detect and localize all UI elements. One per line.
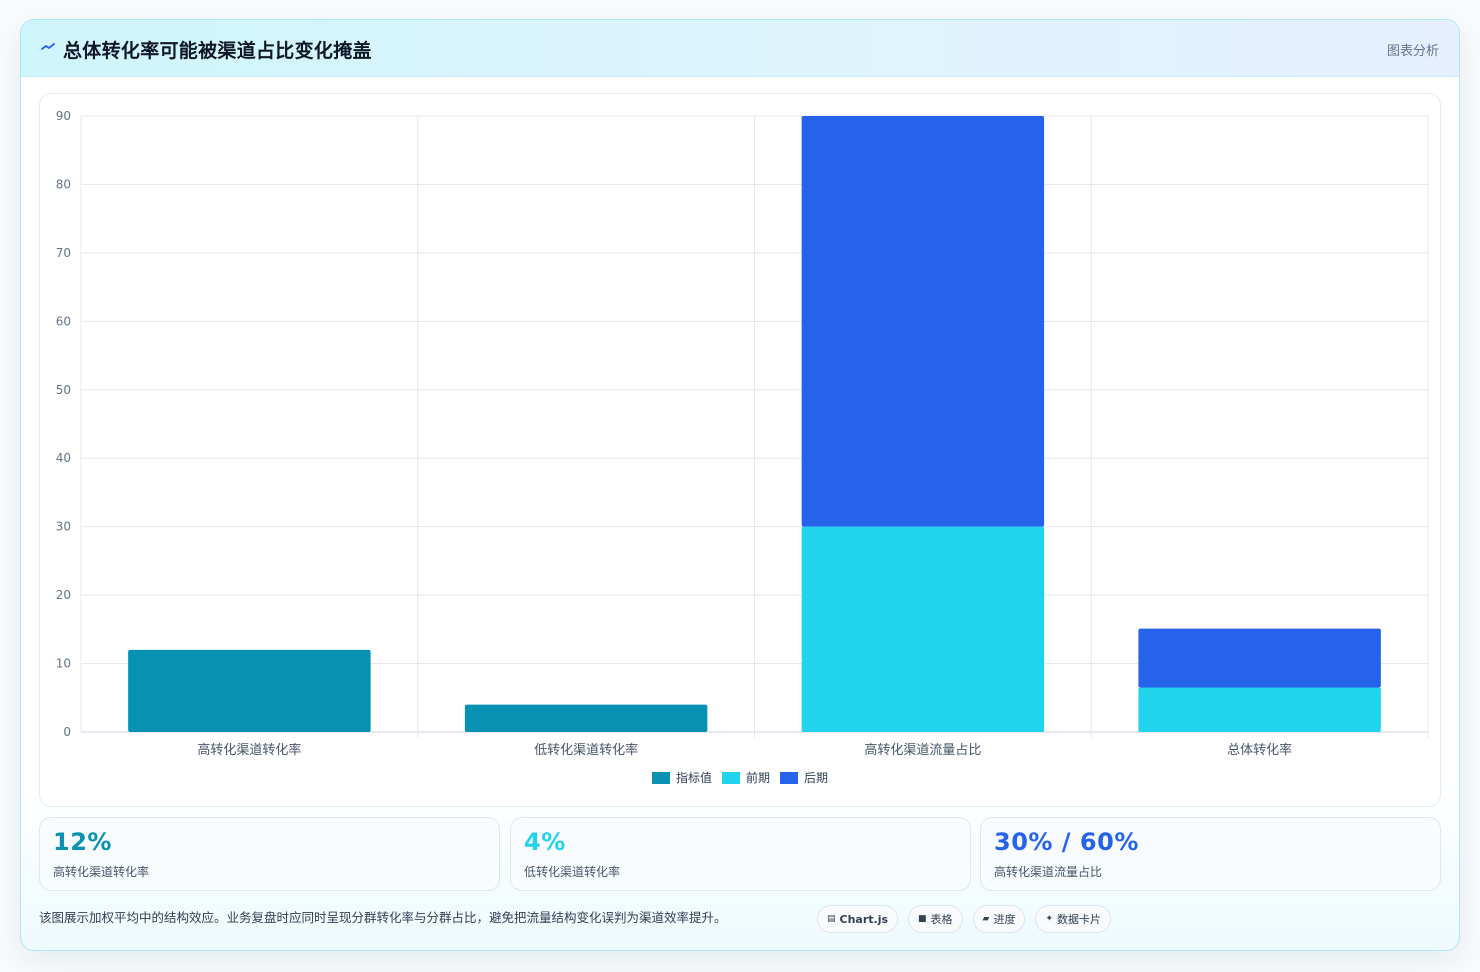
chip-group: ▤ Chart.js ■ 表格 ▰ 进度 ✦ 数据卡片	[817, 905, 1112, 933]
chip-label: 数据卡片	[1057, 913, 1102, 926]
stat-card-high-rate: 12% 高转化渠道转化率	[39, 817, 500, 891]
legend-item-indicator[interactable]: 指标值	[651, 769, 712, 786]
y-tick-label: 10	[56, 657, 71, 671]
stat-label: 高转化渠道转化率	[53, 865, 150, 879]
stat-value: 4%	[524, 828, 566, 856]
chart-legend: 指标值 前期 后期	[40, 769, 1440, 786]
chip-label: Chart.js	[839, 912, 889, 926]
legend-label: 指标值	[675, 771, 712, 785]
x-tick-label: 高转化渠道流量占比	[864, 742, 981, 758]
chip-label: 表格	[930, 913, 953, 926]
stat-value: 12%	[53, 828, 112, 856]
bar-segment	[1138, 628, 1381, 688]
chip-table[interactable]: ■ 表格	[908, 905, 963, 933]
chip-label: 进度	[993, 913, 1016, 926]
y-tick-label: 60	[56, 314, 71, 328]
legend-item-after[interactable]: 后期	[780, 769, 828, 786]
y-tick-label: 20	[56, 588, 71, 602]
legend-label: 前期	[745, 771, 770, 785]
x-tick-label: 低转化渠道转化率	[534, 742, 638, 758]
y-tick-label: 0	[63, 725, 71, 739]
y-tick-label: 40	[56, 451, 71, 465]
progress-icon: ▰	[982, 914, 990, 924]
chart-icon: ▤	[827, 914, 836, 924]
footnote: 该图展示加权平均中的结构效应。业务复盘时应同时呈现分群转化率与分群占比，避免把流…	[39, 910, 727, 925]
chip-progress[interactable]: ▰ 进度	[972, 905, 1026, 933]
chip-data-card[interactable]: ✦ 数据卡片	[1035, 905, 1112, 933]
y-tick-label: 80	[56, 177, 71, 191]
bar-chart: 0 10 20 30 40 50 60 70 80 90 高转化渠道转化率 低转化渠道转化率 高转化渠道…	[56, 109, 1429, 758]
y-tick-label: 90	[56, 109, 71, 123]
chip-chartjs[interactable]: ▤ Chart.js	[817, 905, 899, 933]
legend-item-before[interactable]: 前期	[721, 769, 770, 786]
chart-area: 0 10 20 30 40 50 60 70 80 90 高转化渠道转化率 低转化渠道转化率 高转化渠道…	[39, 93, 1441, 807]
stat-label: 低转化渠道转化率	[524, 865, 621, 879]
legend-label: 后期	[804, 771, 829, 785]
chart-card: 总体转化率可能被渠道占比变化掩盖 图表分析 0 10 20 30 40 50 60 70 80 9…	[20, 19, 1460, 951]
legend-swatch	[721, 771, 740, 784]
chart-analysis-tag: 图表分析	[1386, 44, 1439, 59]
bar-segment	[128, 649, 371, 732]
x-tick-label: 总体转化率	[1227, 742, 1292, 758]
page-title: 总体转化率可能被渠道占比变化掩盖	[63, 40, 372, 62]
legend-swatch	[780, 771, 798, 784]
trend-icon	[41, 43, 55, 50]
stat-label: 高转化渠道流量占比	[994, 865, 1103, 879]
sparkle-icon: ✦	[1045, 914, 1054, 924]
stat-card-traffic-share: 30% / 60% 高转化渠道流量占比	[980, 817, 1441, 891]
y-tick-label: 30	[56, 520, 71, 534]
stat-value: 30% / 60%	[994, 828, 1139, 856]
y-tick-label: 50	[56, 383, 71, 397]
bar-segment	[1138, 687, 1381, 732]
y-tick-label: 70	[56, 246, 71, 260]
legend-swatch	[651, 771, 670, 784]
stat-card-low-rate: 4% 低转化渠道转化率	[510, 817, 971, 891]
x-tick-label: 高转化渠道转化率	[197, 742, 301, 758]
card-header: 总体转化率可能被渠道占比变化掩盖 图表分析	[21, 20, 1459, 77]
table-icon: ■	[918, 914, 927, 924]
bar-segment	[801, 116, 1045, 527]
bar-segment	[464, 704, 708, 732]
bar-segment	[801, 526, 1045, 732]
